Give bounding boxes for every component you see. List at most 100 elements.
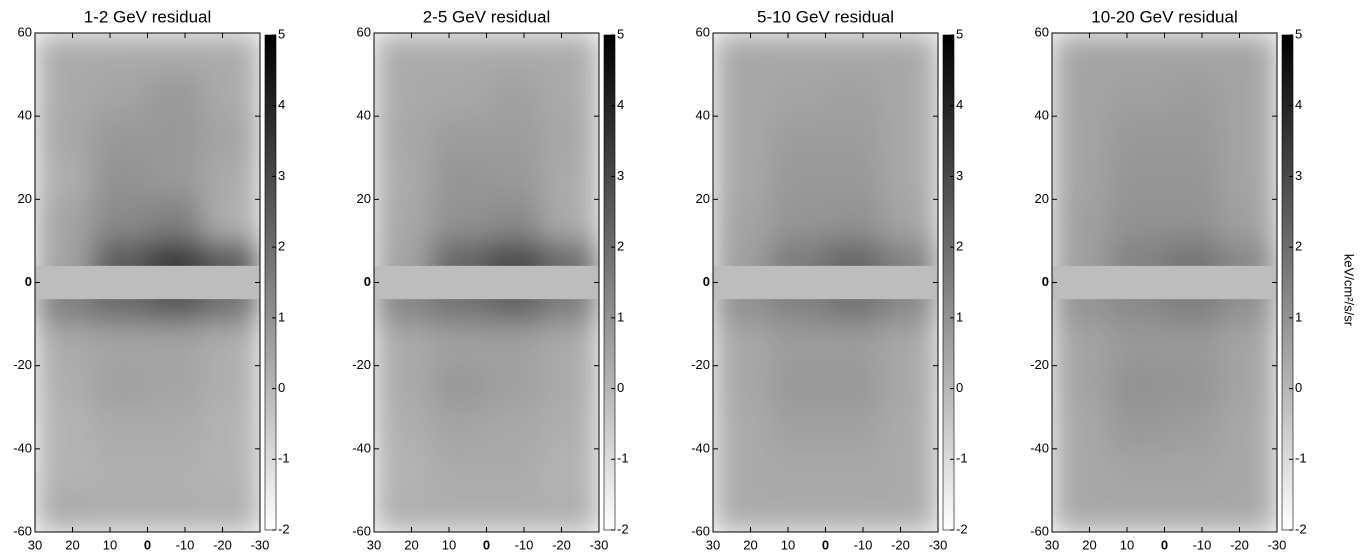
- heatmap-cell: [1052, 116, 1109, 159]
- heatmap-cell: [1220, 199, 1277, 242]
- colorbar-tick-label: -1: [617, 451, 629, 466]
- heatmap-cell: [430, 490, 487, 532]
- y-tick-label: 0: [25, 274, 32, 289]
- heatmap-cell: [713, 33, 770, 76]
- heatmap-cell: [147, 199, 205, 242]
- heatmap-cell: [374, 448, 431, 491]
- y-tick-label: -20: [691, 357, 710, 372]
- x-tick-label: -20: [552, 537, 571, 552]
- heatmap-cell: [1108, 365, 1165, 408]
- x-tick-label: 0: [483, 537, 490, 552]
- mask-band: [1052, 265, 1277, 300]
- y-tick-label: 20: [1035, 191, 1049, 206]
- mask-band: [374, 265, 599, 300]
- colorbar: [603, 34, 616, 531]
- y-tick-label: 60: [18, 24, 32, 39]
- heatmap-cell: [486, 74, 544, 117]
- heatmap-cell: [35, 116, 92, 159]
- x-tick-label: -20: [891, 537, 910, 552]
- colorbar: [264, 34, 277, 531]
- heatmap-cells: [713, 33, 938, 532]
- heatmap-cell: [1108, 407, 1165, 450]
- y-tick-label: 0: [364, 274, 371, 289]
- heatmap-cell: [713, 490, 770, 532]
- heatmap-cell: [430, 116, 487, 159]
- heatmap-cell: [542, 116, 599, 159]
- heatmap-cell: [91, 199, 148, 242]
- x-tick-label: 10: [103, 537, 117, 552]
- y-tick-label: -60: [352, 523, 371, 538]
- heatmap-cell: [769, 448, 826, 491]
- colorbar-tick-label: 2: [278, 239, 285, 254]
- heatmap-cell: [91, 33, 148, 76]
- colorbar-tick-label: 3: [1295, 168, 1302, 183]
- y-tick-label: -60: [691, 523, 710, 538]
- colorbar-tick-label: 4: [1295, 97, 1302, 112]
- colorbar-label: keV/cm²/s/sr: [1342, 254, 1357, 327]
- heatmap-cell: [35, 448, 92, 491]
- heatmap-cell: [486, 448, 544, 491]
- heatmap-cell: [1164, 116, 1222, 159]
- heatmap-cell: [881, 448, 938, 491]
- heatmap-cell: [147, 33, 205, 76]
- heatmap-cell: [147, 74, 205, 117]
- heatmap: [1052, 33, 1277, 532]
- heatmap-cell: [203, 157, 260, 200]
- heatmap-cell: [825, 74, 883, 117]
- colorbar-tick-label: 2: [617, 239, 624, 254]
- heatmap-cell: [769, 407, 826, 450]
- heatmap-cell: [1052, 33, 1109, 76]
- heatmap-cell: [203, 448, 260, 491]
- heatmap-cell: [430, 74, 487, 117]
- y-tick-label: -40: [691, 440, 710, 455]
- heatmap-cell: [35, 365, 92, 408]
- heatmap-cell: [374, 324, 431, 367]
- heatmap-cell: [769, 74, 826, 117]
- heatmap-cell: [881, 199, 938, 242]
- heatmap-cell: [1164, 324, 1222, 367]
- heatmap-cell: [374, 33, 431, 76]
- colorbar-tick-label: 3: [956, 168, 963, 183]
- heatmap-cell: [542, 324, 599, 367]
- heatmap-cell: [713, 407, 770, 450]
- heatmap-cell: [713, 199, 770, 242]
- heatmap-cell: [374, 157, 431, 200]
- heatmap-cell: [542, 448, 599, 491]
- colorbar-tick-label: 5: [278, 26, 285, 41]
- heatmap-cell: [1108, 448, 1165, 491]
- colorbar-tick-label: 1: [956, 309, 963, 324]
- heatmap-cell: [1052, 157, 1109, 200]
- heatmap-cell: [825, 324, 883, 367]
- heatmap-cell: [542, 157, 599, 200]
- x-tick-label: -30: [929, 537, 948, 552]
- heatmap-cell: [1052, 490, 1109, 532]
- heatmap-cell: [1052, 407, 1109, 450]
- heatmap-cell: [1052, 199, 1109, 242]
- heatmap-cell: [147, 157, 205, 200]
- y-tick-label: 60: [1035, 24, 1049, 39]
- heatmap-cell: [91, 74, 148, 117]
- heatmap-cell: [825, 199, 883, 242]
- panel-title: 1-2 GeV residual: [84, 7, 212, 26]
- x-tick-label: 0: [144, 537, 151, 552]
- y-tick-label: 60: [696, 24, 710, 39]
- x-tick-label: -10: [854, 537, 873, 552]
- y-tick-label: -60: [1030, 523, 1049, 538]
- heatmap-cell: [713, 448, 770, 491]
- heatmap-cell: [713, 116, 770, 159]
- heatmap-cell: [91, 407, 148, 450]
- x-tick-label: -10: [515, 537, 534, 552]
- y-tick-label: 0: [703, 274, 710, 289]
- colorbar-tick-label: -2: [617, 521, 629, 536]
- colorbar: [1281, 34, 1294, 531]
- heatmap-cell: [91, 324, 148, 367]
- heatmap-cell: [769, 324, 826, 367]
- heatmap-cell: [825, 33, 883, 76]
- heatmap-cell: [1164, 199, 1222, 242]
- colorbar-tick-label: -1: [956, 451, 968, 466]
- colorbar-tick-label: 0: [278, 380, 285, 395]
- colorbar-tick-label: 2: [1295, 239, 1302, 254]
- x-tick-label: -30: [1268, 537, 1287, 552]
- colorbar-tick-label: 1: [617, 309, 624, 324]
